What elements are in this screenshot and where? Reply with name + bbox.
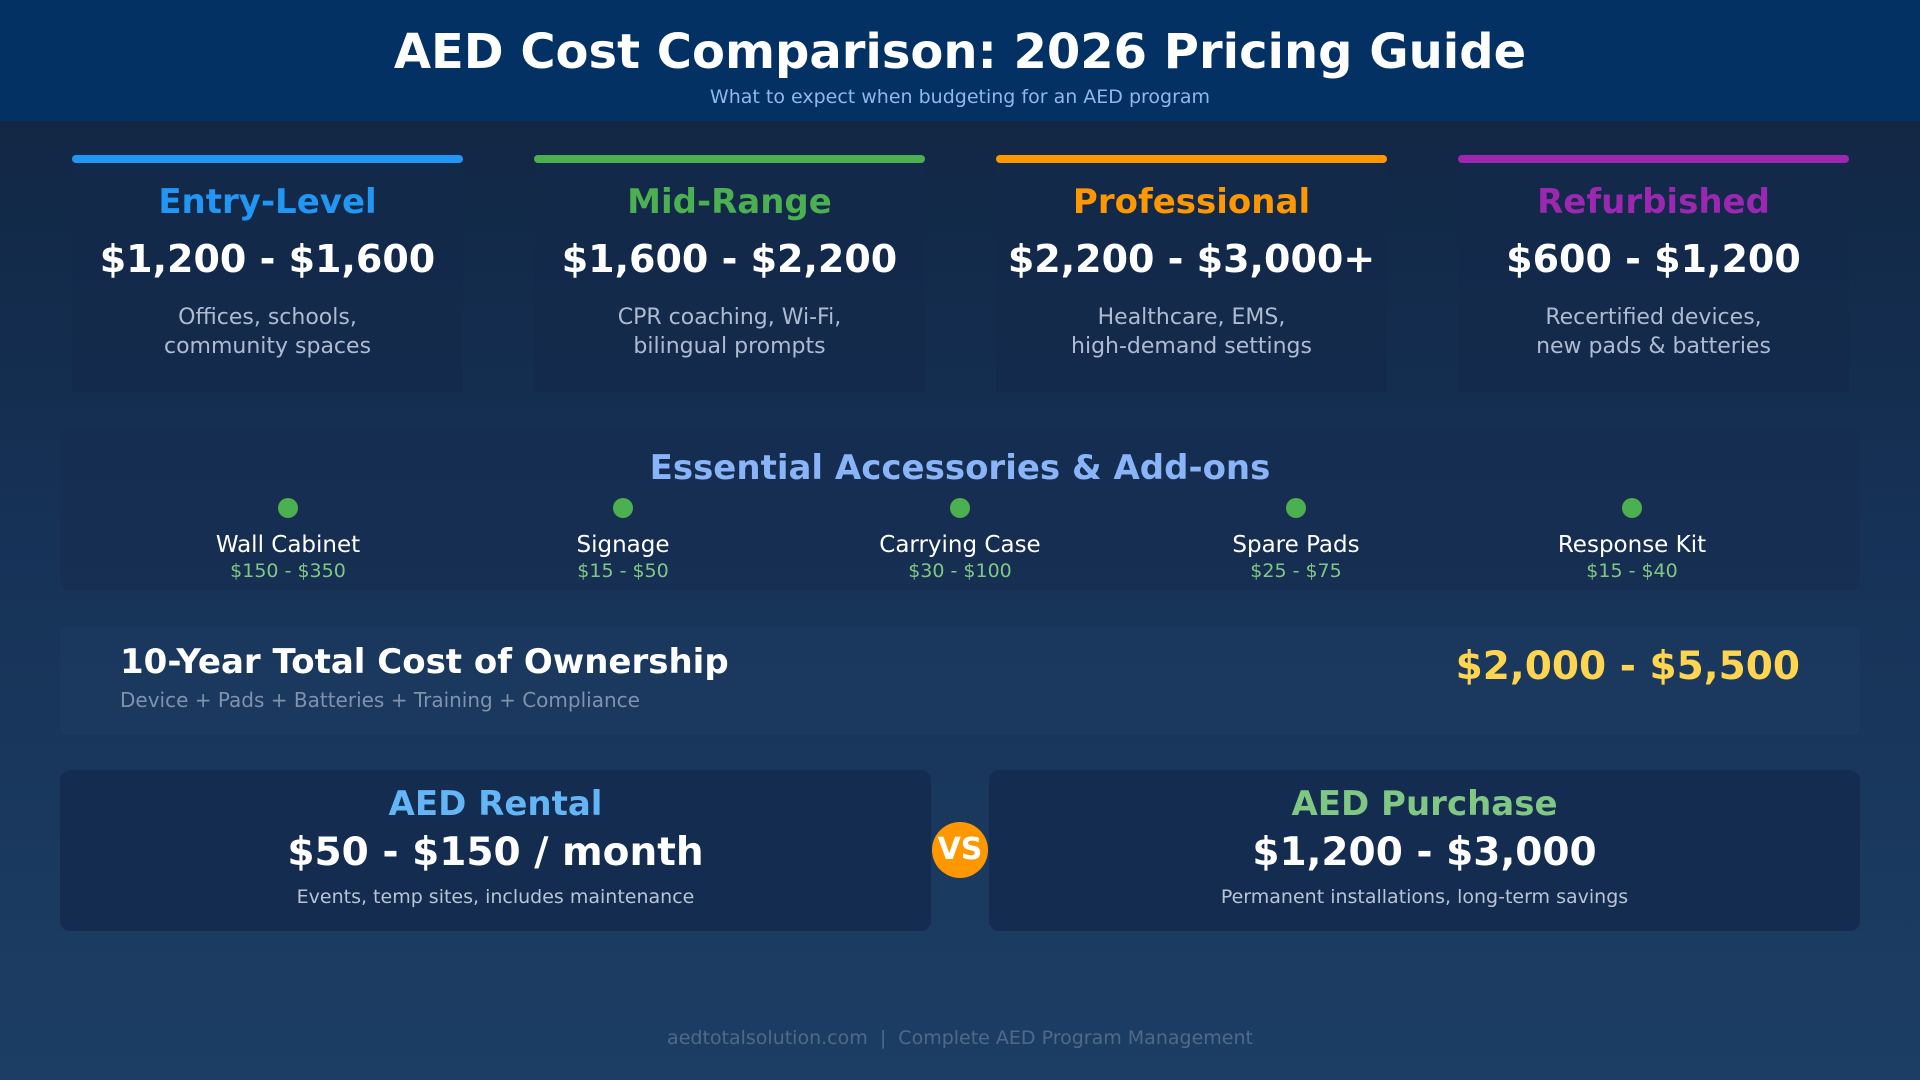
accessory-item: Carrying Case $30 - $100 <box>810 498 1110 582</box>
bullet-dot-icon <box>950 498 970 518</box>
bullet-dot-icon <box>1286 498 1306 518</box>
tco-panel: 10-Year Total Cost of Ownership Device +… <box>60 627 1860 735</box>
purchase-card: AED Purchase $1,200 - $3,000 Permanent i… <box>989 770 1860 931</box>
tco-value: $2,000 - $5,500 <box>1455 644 1800 689</box>
tco-subtitle: Device + Pads + Batteries + Training + C… <box>120 688 640 712</box>
tco-title: 10-Year Total Cost of Ownership <box>120 642 729 682</box>
rental-title: AED Rental <box>388 784 603 824</box>
desc-line: new pads & batteries <box>1536 334 1771 359</box>
accent-bar <box>996 155 1387 163</box>
tier-desc: Offices, schools, community spaces <box>72 303 463 361</box>
bullet-dot-icon <box>278 498 298 518</box>
accessory-price: $15 - $50 <box>577 560 669 582</box>
accessory-price: $30 - $100 <box>908 560 1012 582</box>
accessory-item: Wall Cabinet $150 - $350 <box>138 498 438 582</box>
tier-price: $2,200 - $3,000+ <box>1007 237 1376 281</box>
accessory-name: Signage <box>576 532 670 558</box>
page-subtitle: What to expect when budgeting for an AED… <box>709 86 1211 108</box>
rental-desc: Events, temp sites, includes maintenance <box>296 886 695 908</box>
header: AED Cost Comparison: 2026 Pricing Guide … <box>0 0 1920 121</box>
desc-line: Healthcare, EMS, <box>1097 305 1286 330</box>
rental-price: $50 - $150 / month <box>287 830 704 875</box>
accessories-panel: Essential Accessories & Add-ons Wall Cab… <box>60 428 1860 591</box>
tier-price: $1,200 - $1,600 <box>99 237 436 281</box>
accent-bar <box>72 155 463 163</box>
accessory-name: Wall Cabinet <box>215 532 361 558</box>
accessory-price: $25 - $75 <box>1250 560 1342 582</box>
tier-name: Mid-Range <box>627 182 832 222</box>
tier-desc: Healthcare, EMS, high-demand settings <box>996 303 1387 361</box>
accent-bar <box>534 155 925 163</box>
tier-desc: Recertified devices, new pads & batteries <box>1458 303 1849 361</box>
accessory-item: Spare Pads $25 - $75 <box>1146 498 1446 582</box>
footer: aedtotalsolution.com | Complete AED Prog… <box>667 1027 1253 1049</box>
desc-line: CPR coaching, Wi-Fi, <box>617 305 842 330</box>
accessories-heading: Essential Accessories & Add-ons <box>649 448 1271 488</box>
purchase-price: $1,200 - $3,000 <box>1252 830 1597 875</box>
accessory-item: Response Kit $15 - $40 <box>1482 498 1782 582</box>
tier-name: Entry-Level <box>158 182 377 222</box>
desc-line: bilingual prompts <box>633 334 826 359</box>
accessory-price: $150 - $350 <box>230 560 346 582</box>
accessory-name: Spare Pads <box>1232 532 1360 558</box>
desc-line: high-demand settings <box>1071 334 1312 359</box>
tier-name: Professional <box>1072 182 1311 222</box>
bullet-dot-icon <box>613 498 633 518</box>
purchase-desc: Permanent installations, long-term savin… <box>1220 886 1629 908</box>
vs-badge: VS <box>932 822 988 878</box>
tier-price: $600 - $1,200 <box>1506 237 1801 281</box>
tier-card-professional: Professional $2,200 - $3,000+ Healthcare… <box>996 155 1387 392</box>
accent-bar <box>1458 155 1849 163</box>
desc-line: Offices, schools, <box>178 305 357 330</box>
purchase-title: AED Purchase <box>1291 784 1558 824</box>
tier-card-mid-range: Mid-Range $1,600 - $2,200 CPR coaching, … <box>534 155 925 392</box>
desc-line: Recertified devices, <box>1545 305 1762 330</box>
bullet-dot-icon <box>1622 498 1642 518</box>
tier-desc: CPR coaching, Wi-Fi, bilingual prompts <box>534 303 925 361</box>
desc-line: community spaces <box>163 334 372 359</box>
rental-card: AED Rental $50 - $150 / month Events, te… <box>60 770 931 931</box>
accessory-name: Carrying Case <box>879 532 1041 558</box>
accessory-item: Signage $15 - $50 <box>473 498 773 582</box>
tier-card-entry-level: Entry-Level $1,200 - $1,600 Offices, sch… <box>72 155 463 392</box>
tier-name: Refurbished <box>1537 182 1770 222</box>
page-title: AED Cost Comparison: 2026 Pricing Guide <box>393 24 1527 80</box>
accessory-name: Response Kit <box>1557 532 1707 558</box>
tier-price: $1,600 - $2,200 <box>561 237 898 281</box>
accessory-price: $15 - $40 <box>1586 560 1678 582</box>
tier-card-refurbished: Refurbished $600 - $1,200 Recertified de… <box>1458 155 1849 392</box>
